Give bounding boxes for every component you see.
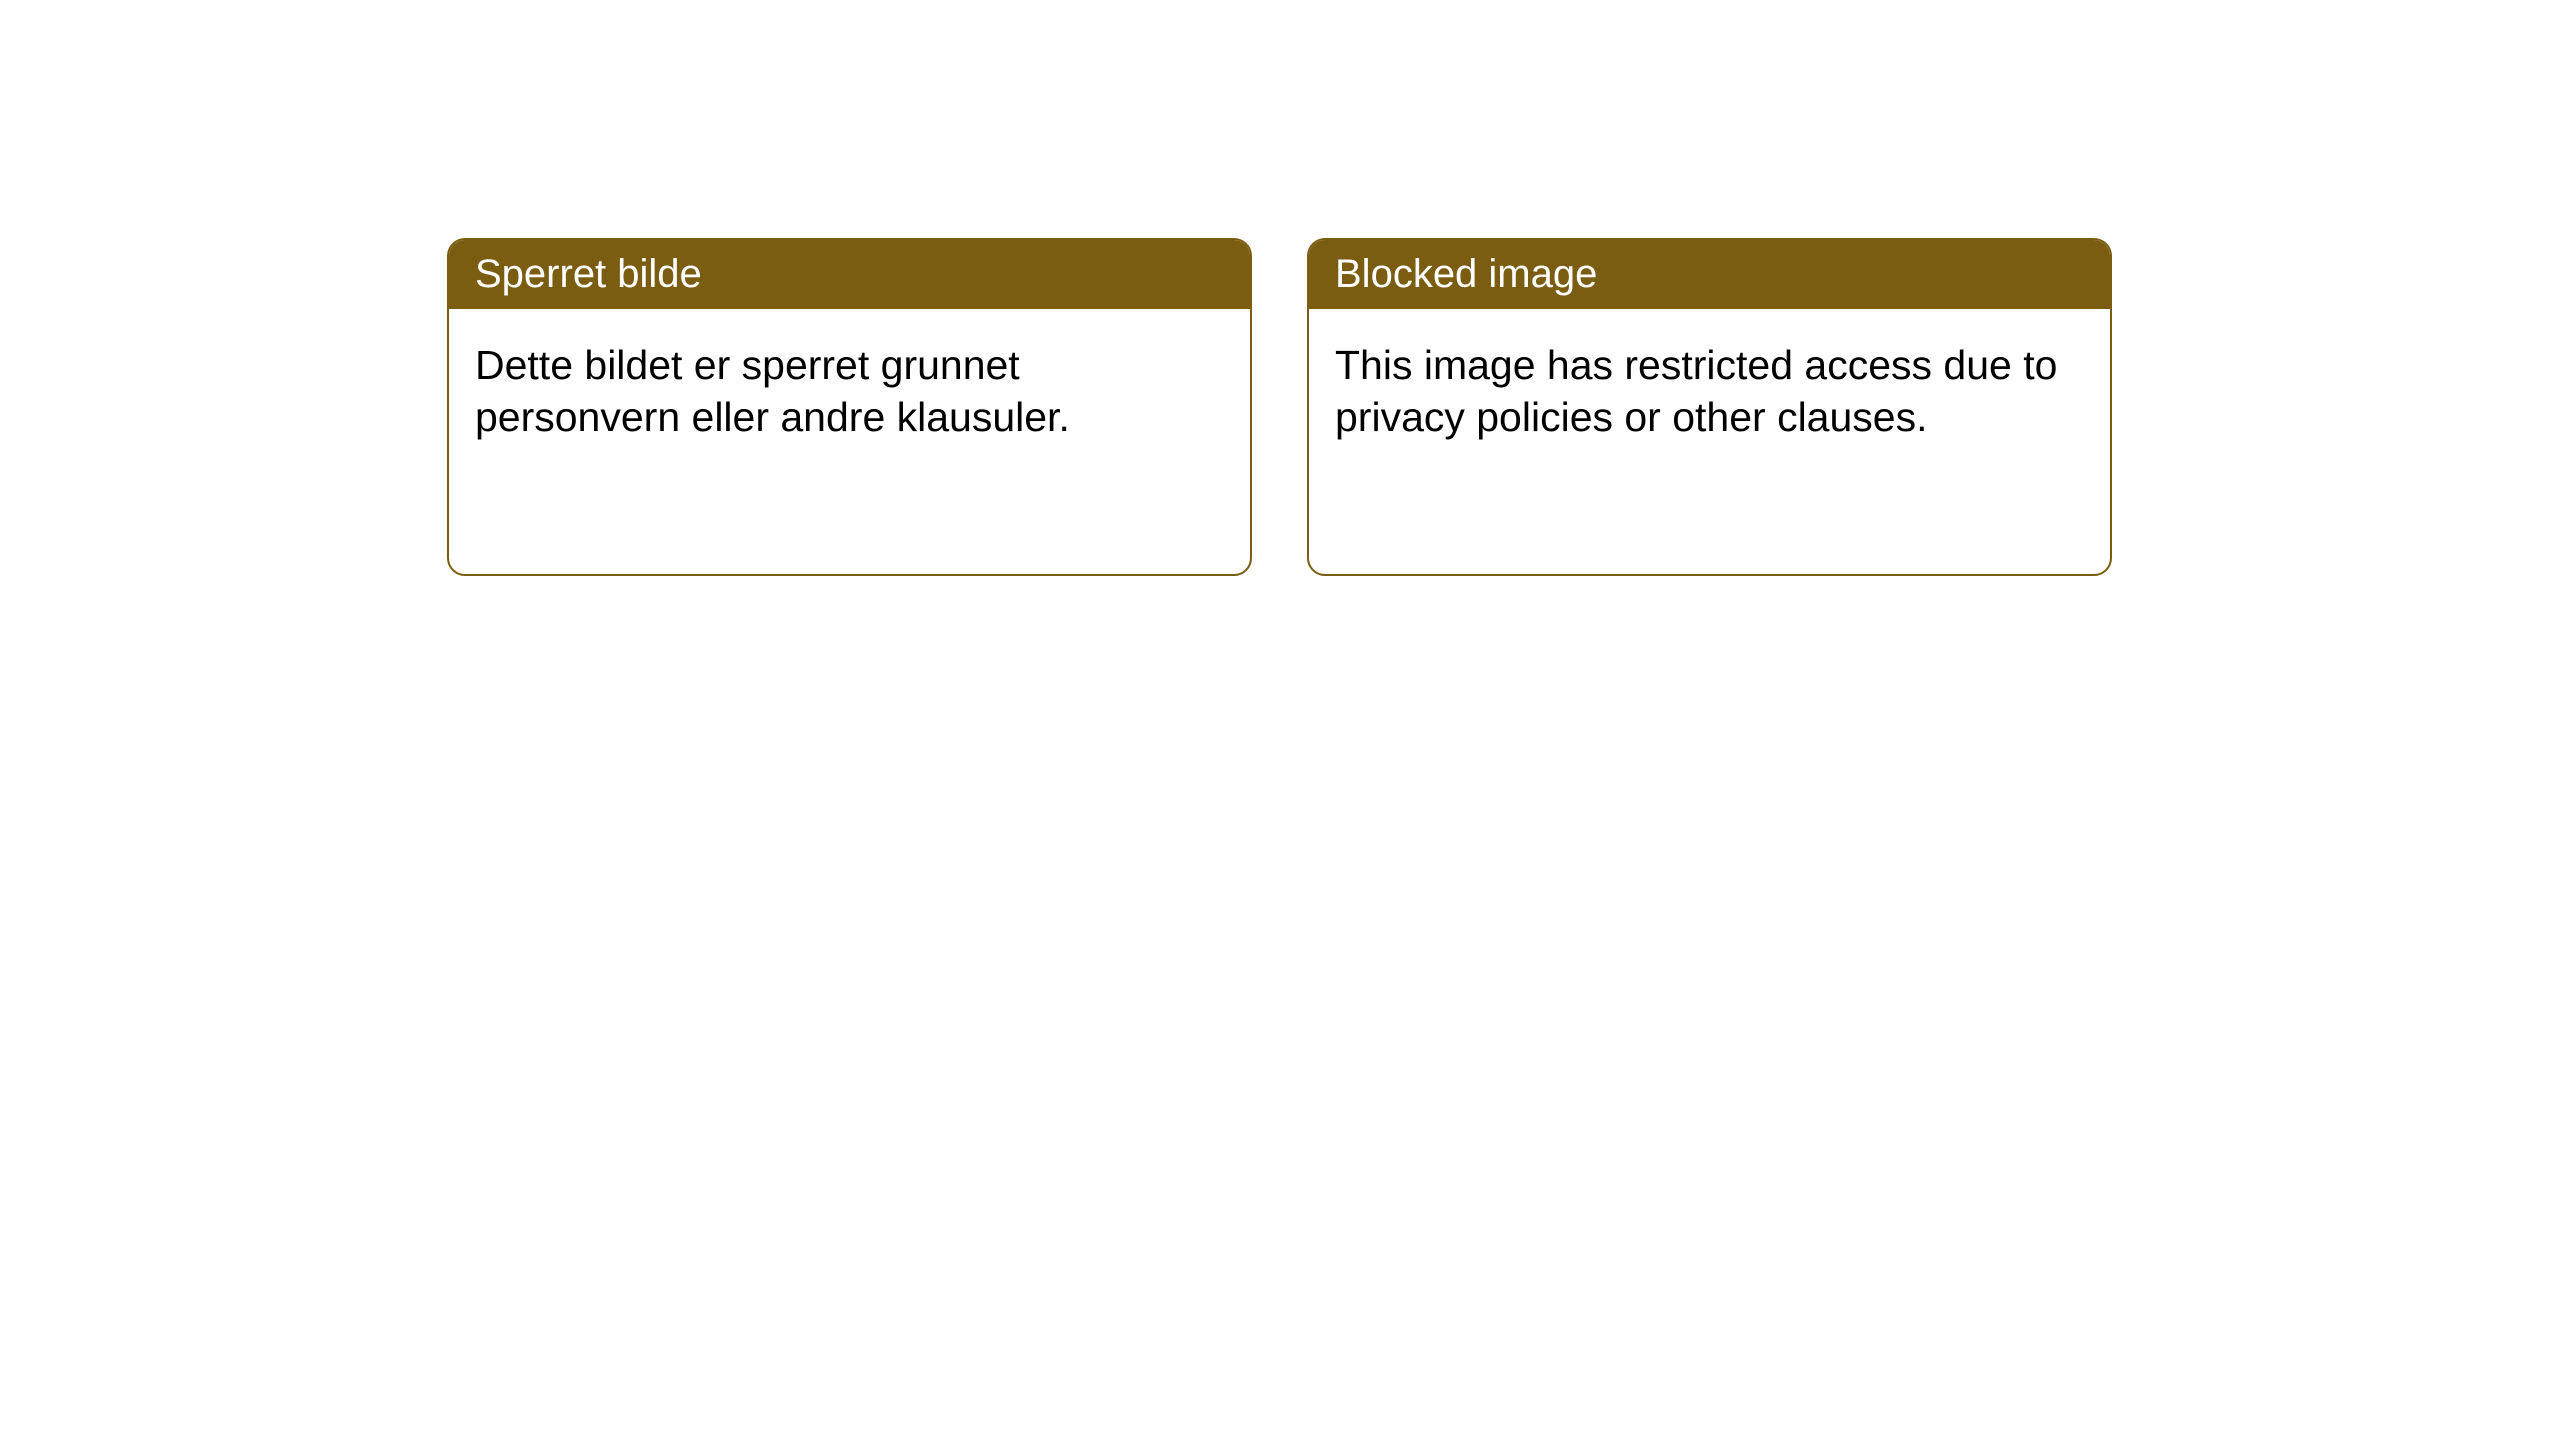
cards-container: Sperret bilde Dette bildet er sperret gr… (447, 238, 2112, 576)
card-norwegian: Sperret bilde Dette bildet er sperret gr… (447, 238, 1252, 576)
card-title: Sperret bilde (449, 240, 1250, 309)
card-body: Dette bildet er sperret grunnet personve… (449, 309, 1250, 474)
card-body: This image has restricted access due to … (1309, 309, 2110, 474)
card-title: Blocked image (1309, 240, 2110, 309)
card-english: Blocked image This image has restricted … (1307, 238, 2112, 576)
